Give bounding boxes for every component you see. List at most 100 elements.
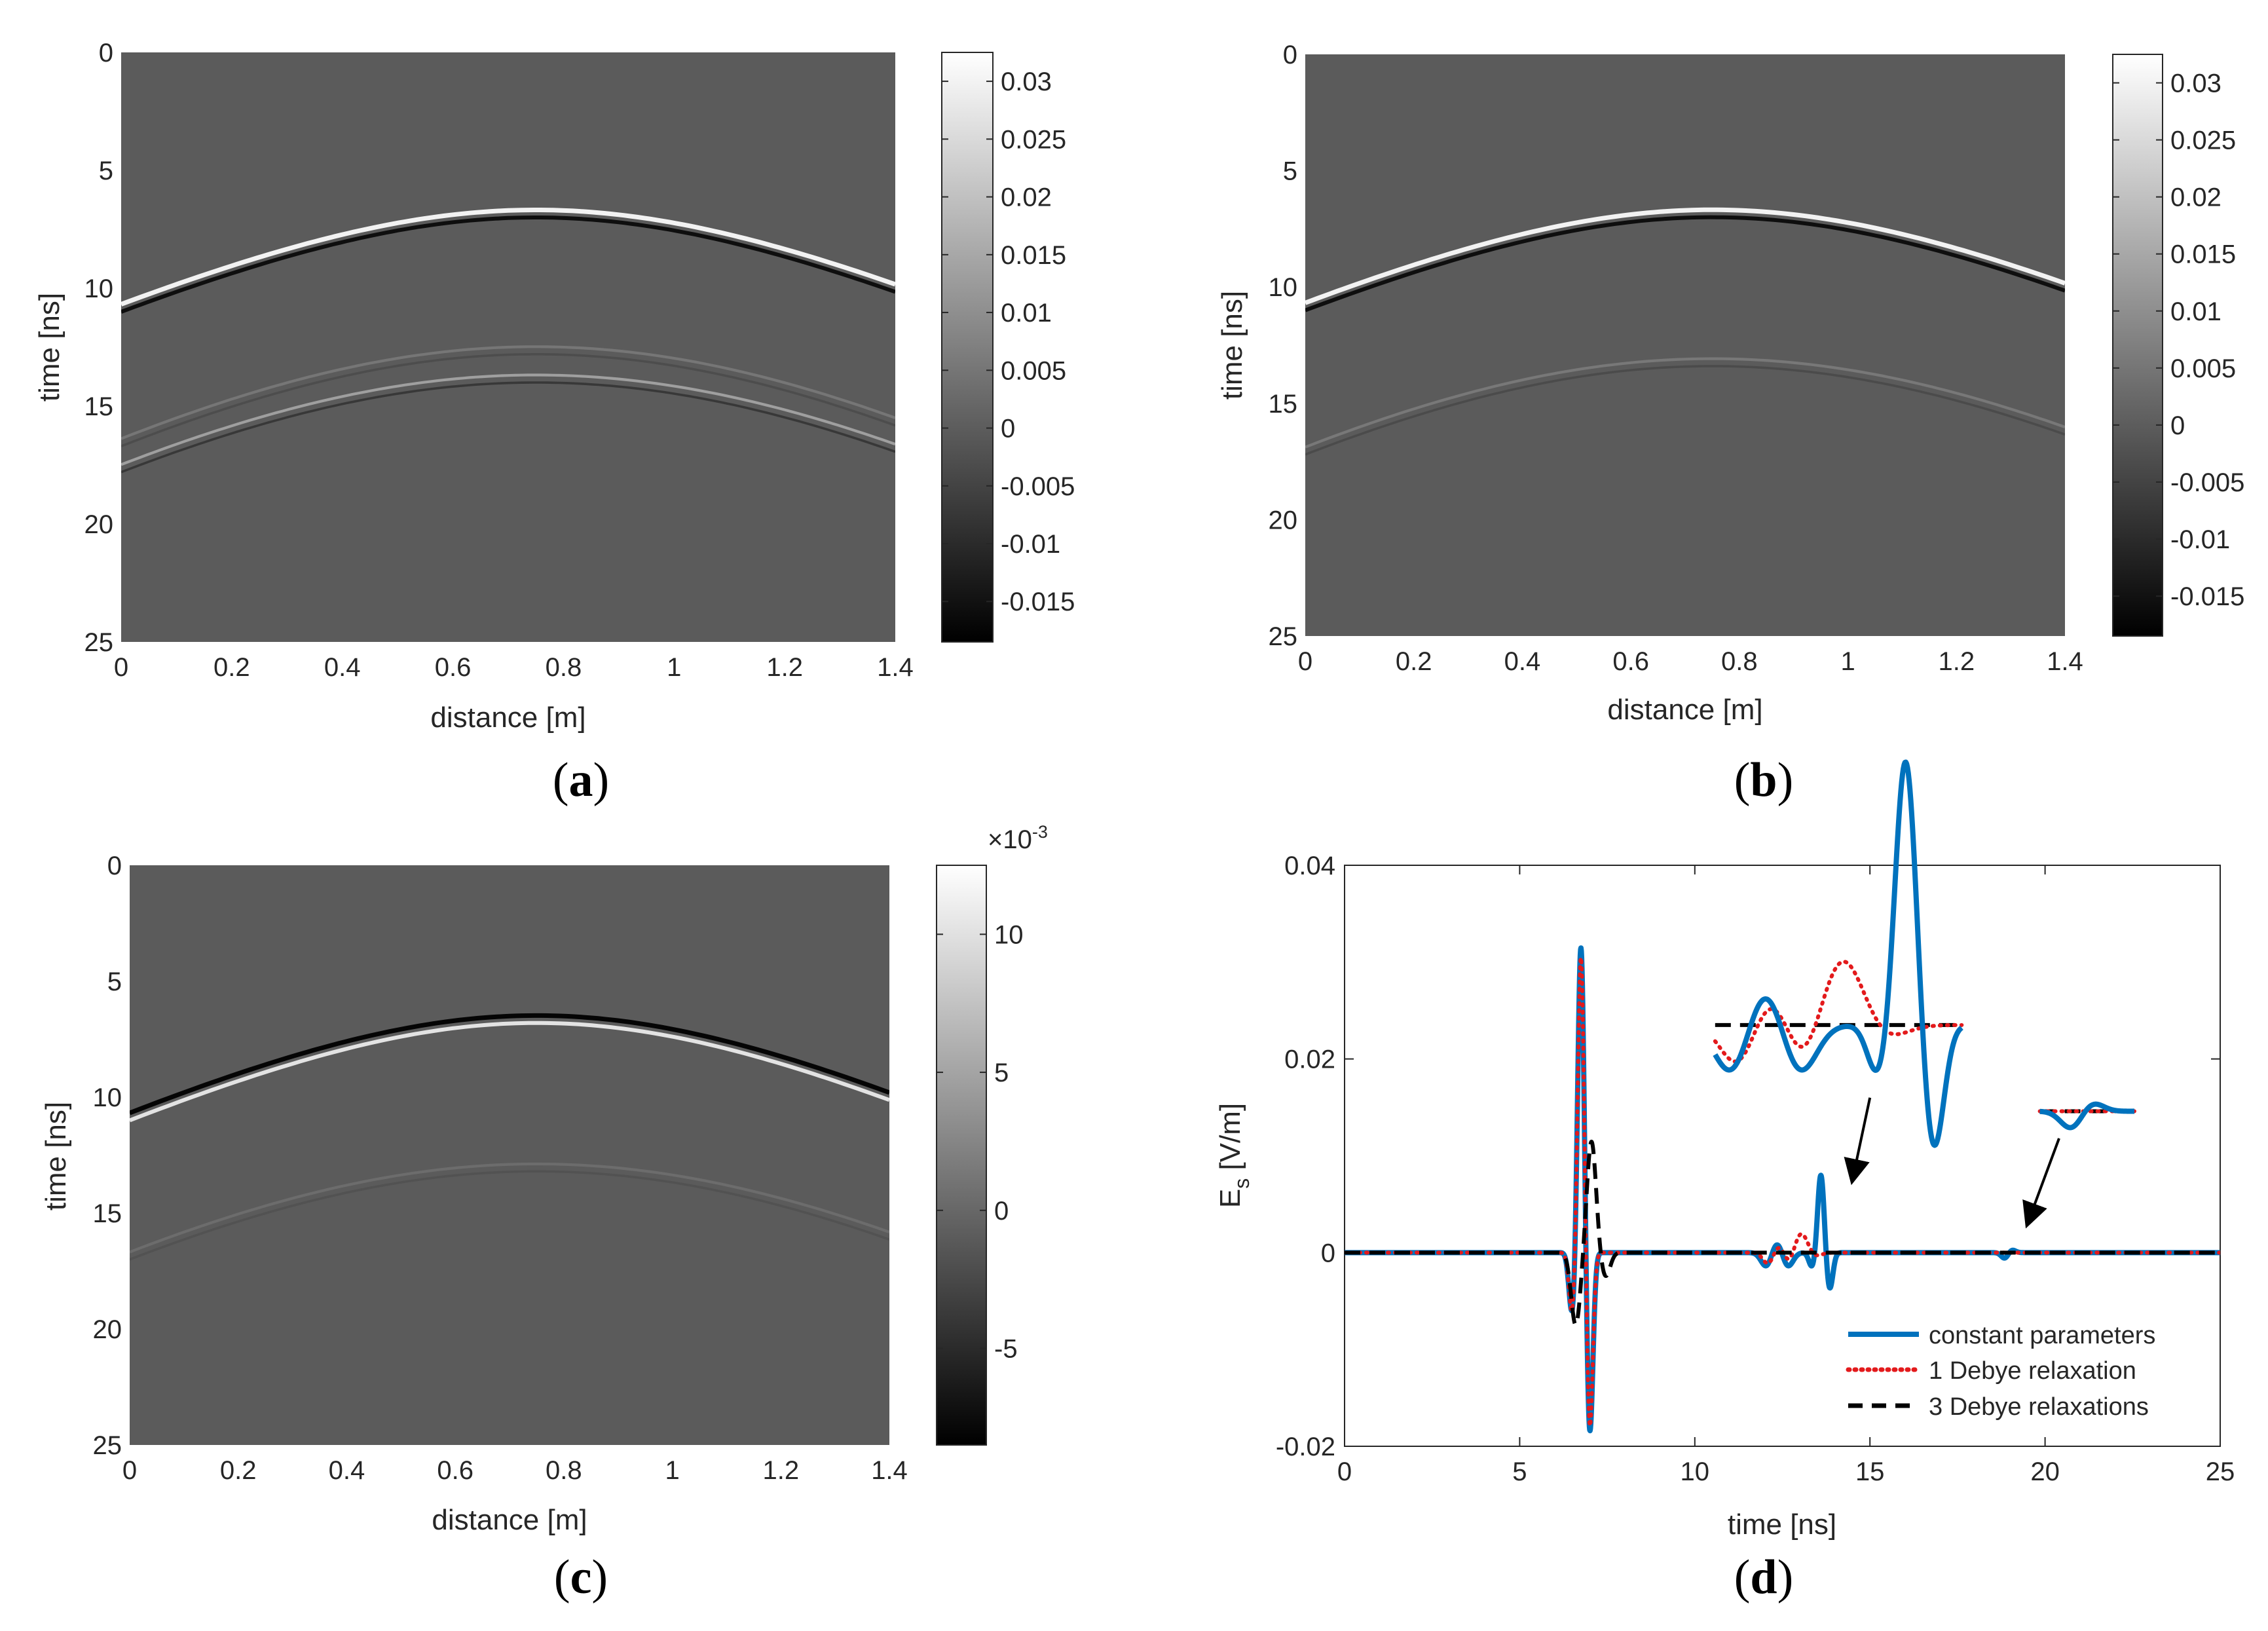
panel-a-colorbar: 0.03 0.025 0.02 0.015 0.01 0.005 0 -0.005 -0.01 -… — [941, 52, 1075, 643]
panel-a-ytick-label: 20 — [84, 510, 114, 539]
panel-c-colorbar-tick-label: 10 — [994, 920, 1024, 949]
panel-a-label: (a) — [553, 753, 609, 807]
panel-a-heatmap-background — [121, 52, 895, 642]
panel-c-colorbar-tick-label: 0 — [994, 1197, 1009, 1226]
panel-b-xtick-labels: 0 0.2 0.4 0.6 0.8 1 1.2 1.4 — [1298, 647, 2083, 676]
panel-a-reflection-0-leading — [121, 208, 895, 307]
panel-c-xtick-label: 1.4 — [871, 1456, 908, 1485]
panel-a-xtick-label: 0.8 — [546, 653, 582, 682]
panel-b-colorbar-gradient — [2112, 54, 2163, 637]
panel-d-series — [1345, 945, 2220, 1434]
panel-c-xtick-label: 1.2 — [762, 1456, 799, 1485]
panel-a-plot — [121, 52, 895, 642]
panel-a-xtick-label: 1.2 — [766, 653, 803, 682]
panel-c-reflection-0-trailing — [130, 1021, 889, 1123]
legend-label-3-debye: 3 Debye relaxations — [1929, 1393, 2149, 1421]
panel-a-colorbar-tick-label: 0.005 — [1001, 356, 1066, 385]
panel-b-reflection-1-trailing — [1305, 365, 2065, 456]
panel-d-axes-box — [1344, 865, 2221, 1447]
panel-b-colorbar-tick-label: 0.005 — [2170, 354, 2236, 383]
panel-a-colorbar-ticks: 0.03 0.025 0.02 0.015 0.01 0.005 0 -0.005 -0.01 -… — [942, 67, 1075, 616]
panel-d-ytick-label: -0.02 — [1276, 1433, 1335, 1461]
panel-d-label: (d) — [1734, 1550, 1793, 1604]
panel-a-colorbar-tick-label: 0.03 — [1001, 67, 1052, 96]
panel-b-ytick-label: 15 — [1269, 390, 1298, 419]
panel-a-xtick-label: 0.6 — [435, 653, 472, 682]
panel-b-colorbar-tick-label: -0.005 — [2170, 468, 2244, 497]
panel-c-colorbar-gradient — [936, 865, 987, 1446]
panel-c-label: (c) — [554, 1550, 608, 1604]
panel-c-xtick-label: 0.4 — [329, 1456, 365, 1485]
panel-a-colorbar-tick-label: 0 — [1001, 415, 1015, 443]
panel-b-colorbar-tick-label: -0.01 — [2170, 525, 2230, 554]
panel-b-ytick-label: 0 — [1283, 41, 1297, 69]
panel-a-reflection-2-trailing — [121, 353, 895, 447]
panel-c-ytick-label: 20 — [93, 1315, 122, 1344]
panel-c-colorbar-tick-label: 5 — [994, 1059, 1009, 1087]
panel-b-xtick-label: 1.4 — [2047, 647, 2083, 676]
panel-d-xtick-label: 0 — [1337, 1457, 1352, 1486]
panel-a: 0 5 10 15 20 25 0 0.2 0.4 0.6 0.8 1 1.2 1.4 distance… — [33, 39, 1075, 807]
panel-a-colorbar-tick-label: -0.015 — [1001, 588, 1075, 616]
panel-c-ytick-label: 10 — [93, 1083, 122, 1112]
panel-b-reflection-0-trailing — [1305, 215, 2065, 312]
panel-b-colorbar-tick-label: 0.025 — [2170, 126, 2236, 155]
panel-d-ylabel: Es [V/m] — [1214, 1103, 1254, 1208]
panel-a-colorbar-tick-label: -0.005 — [1001, 472, 1075, 501]
panel-c-reflection-1-trailing — [130, 1170, 889, 1261]
panel-b-xlabel: distance [m] — [1607, 694, 1762, 726]
panel-d-insets — [1713, 759, 2137, 1229]
panel-b-xtick-label: 0.6 — [1612, 647, 1649, 676]
panel-a-xtick-label: 0 — [114, 653, 128, 682]
panel-a-colorbar-tick-label: 0.015 — [1001, 241, 1066, 270]
panel-a-colorbar-tick-label: 0.01 — [1001, 299, 1052, 328]
panel-b-colorbar-ticks: 0.03 0.025 0.02 0.015 0.01 0.005 0 -0.005 -0.01 -… — [2113, 69, 2244, 611]
panel-d-inset-1-arrow — [2022, 1138, 2060, 1229]
panel-c-heatmap-background — [130, 865, 889, 1445]
panel-a-reflection-1-trailing — [121, 381, 895, 474]
panel-a-xtick-label: 0.4 — [324, 653, 361, 682]
panel-b-ytick-label: 25 — [1269, 622, 1298, 651]
panel-a-xtick-label: 1.4 — [877, 653, 914, 682]
panel-b-xtick-label: 1 — [1840, 647, 1855, 676]
panel-b-colorbar-tick-label: 0.01 — [2170, 297, 2222, 326]
panel-d-xtick-label: 20 — [2030, 1457, 2060, 1486]
panel-c-colorbar-ticks: 10 5 0 -5 — [937, 920, 1024, 1364]
panel-d-xtick-label: 10 — [1681, 1457, 1710, 1486]
panel-d-inset-0-arrow — [1844, 1097, 1872, 1186]
panel-b-colorbar-tick-label: -0.015 — [2170, 582, 2244, 611]
panel-c: 0 5 10 15 20 25 0 0.2 0.4 0.6 0.8 1 1.2 1.4 distance… — [40, 822, 1048, 1604]
panel-b-plot — [1305, 54, 2065, 636]
panel-b-ylabel: time [ns] — [1216, 291, 1248, 400]
panel-c-ytick-label: 15 — [93, 1199, 122, 1228]
panel-b-reflection-1-leading — [1305, 357, 2065, 449]
panel-c-reflections — [130, 1013, 889, 1261]
panel-d-xtick-label: 5 — [1512, 1457, 1527, 1486]
panel-a-ytick-labels: 0 5 10 15 20 25 — [84, 39, 114, 657]
panel-c-reflection-1-leading — [130, 1162, 889, 1254]
panel-a-xtick-label: 1 — [667, 653, 681, 682]
panel-c-xtick-label: 0 — [122, 1456, 137, 1485]
panel-a-colorbar-tick-label: 0.02 — [1001, 183, 1052, 212]
panel-a-xtick-label: 0.2 — [214, 653, 250, 682]
panel-b-colorbar-tick-label: 0.02 — [2170, 183, 2222, 212]
panel-c-reflection-0-leading — [130, 1013, 889, 1115]
panel-b-xtick-label: 0 — [1298, 647, 1312, 676]
panel-b-ytick-label: 10 — [1269, 273, 1298, 302]
panel-a-ytick-label: 5 — [99, 157, 113, 185]
panel-a-ylabel: time [ns] — [33, 293, 65, 402]
panel-a-reflection-1-leading — [121, 373, 895, 466]
panel-c-ytick-label: 0 — [107, 852, 122, 880]
panel-c-colorbar-multiplier: ×10-3 — [988, 822, 1048, 854]
panel-c-xtick-label: 0.2 — [220, 1456, 257, 1485]
panel-c-ytick-label: 5 — [107, 967, 122, 996]
panel-b-ytick-label: 20 — [1269, 506, 1298, 534]
panel-c-xtick-label: 0.8 — [546, 1456, 582, 1485]
panel-b-colorbar-tick-label: 0.015 — [2170, 240, 2236, 269]
panel-b-ytick-label: 5 — [1283, 157, 1297, 186]
panel-b-colorbar-tick-label: 0.03 — [2170, 69, 2222, 98]
panel-d-ytick-label: 0.02 — [1284, 1045, 1335, 1074]
